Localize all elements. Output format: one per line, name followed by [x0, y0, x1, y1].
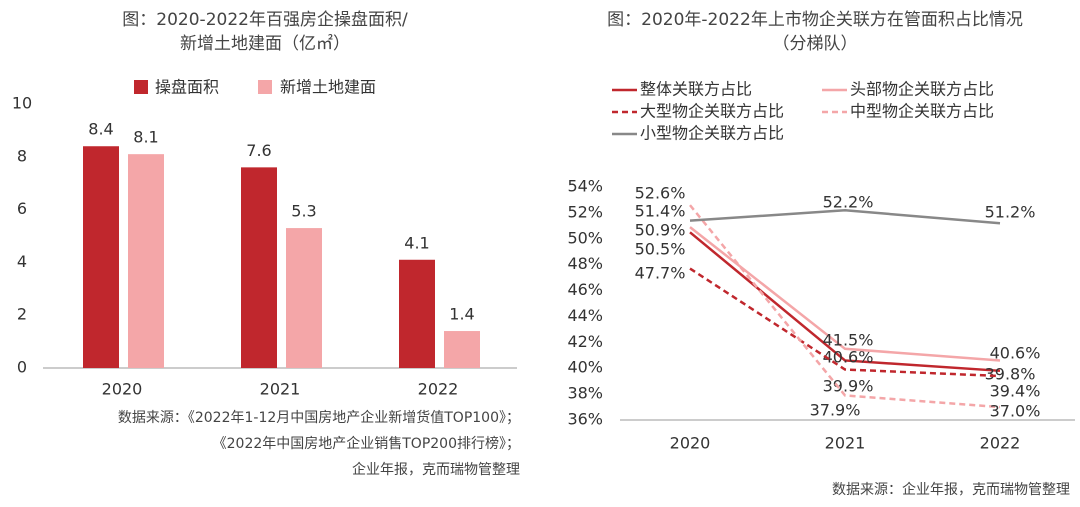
- y-tick-label: 38%: [567, 384, 603, 403]
- data-label: 41.5%: [823, 331, 874, 350]
- legend-label: 操盘面积: [155, 78, 219, 97]
- y-tick-label: 10: [12, 94, 32, 113]
- source-note: 企业年报，克而瑞物管整理: [352, 461, 520, 478]
- legend-swatch: [134, 80, 148, 94]
- source-note: 数据来源：《2022年1-12月中国房地产企业新增货值TOP100》；: [118, 409, 520, 426]
- y-tick-label: 44%: [567, 306, 603, 325]
- bar: [286, 228, 322, 368]
- data-label: 7.6: [246, 141, 271, 160]
- legend-label: 小型物企关联方占比: [640, 124, 784, 143]
- legend-label: 整体关联方占比: [640, 80, 752, 99]
- bar: [444, 331, 480, 368]
- y-tick-label: 52%: [567, 202, 603, 221]
- y-tick-label: 4: [17, 252, 27, 271]
- legend-label: 中型物企关联方占比: [850, 102, 994, 121]
- y-tick-label: 54%: [567, 177, 603, 196]
- line-series: [689, 209, 1001, 225]
- y-tick-label: 50%: [567, 228, 603, 247]
- bar: [128, 154, 164, 368]
- y-tick-label: 2: [17, 305, 27, 324]
- y-tick-label: 40%: [567, 358, 603, 377]
- legend-swatch: [258, 80, 272, 94]
- data-label: 52.6%: [635, 184, 686, 203]
- source-note: 数据来源：企业年报，克而瑞物管整理: [832, 481, 1070, 498]
- legend-label: 头部物企关联方占比: [850, 80, 994, 99]
- data-label: 4.1: [404, 233, 429, 252]
- data-label: 37.0%: [990, 402, 1041, 421]
- chart-title: 图：2020-2022年百强房企操盘面积/: [122, 10, 408, 30]
- line-series: [689, 231, 1001, 373]
- y-tick-label: 36%: [567, 410, 603, 429]
- line-series: [689, 267, 1001, 378]
- y-tick-label: 48%: [567, 254, 603, 273]
- y-tick-label: 8: [17, 146, 27, 165]
- data-label: 50.5%: [635, 240, 686, 259]
- x-tick-label: 2021: [825, 434, 866, 453]
- x-tick-label: 2021: [260, 380, 301, 399]
- data-label: 52.2%: [823, 193, 874, 212]
- x-tick-label: 2022: [418, 380, 459, 399]
- x-tick-label: 2020: [102, 380, 143, 399]
- y-tick-label: 46%: [567, 280, 603, 299]
- data-label: 51.4%: [635, 202, 686, 221]
- bar: [399, 259, 435, 368]
- data-label: 5.3: [291, 202, 316, 221]
- data-label: 39.8%: [985, 365, 1036, 384]
- chart-title: （分梯队）: [773, 34, 858, 54]
- y-tick-label: 0: [17, 358, 27, 377]
- y-tick-label: 6: [17, 199, 27, 218]
- data-label: 1.4: [449, 305, 474, 324]
- data-label: 50.9%: [635, 221, 686, 240]
- data-label: 8.1: [133, 128, 158, 147]
- data-label: 40.6%: [990, 344, 1041, 363]
- data-label: 51.2%: [985, 203, 1036, 222]
- data-label: 47.7%: [635, 264, 686, 283]
- y-tick-label: 42%: [567, 332, 603, 351]
- x-tick-label: 2022: [980, 434, 1021, 453]
- legend-label: 大型物企关联方占比: [640, 102, 784, 121]
- line-series: [689, 204, 1001, 409]
- source-note: 《2022年中国房地产企业销售TOP200排行榜》；: [213, 435, 520, 452]
- data-label: 8.4: [88, 120, 113, 139]
- bar: [241, 167, 277, 368]
- chart-title: 新增土地建面（亿㎡）: [180, 34, 350, 54]
- legend-label: 新增土地建面: [280, 78, 376, 97]
- data-label: 39.9%: [823, 377, 874, 396]
- data-label: 39.4%: [990, 382, 1041, 401]
- data-label: 37.9%: [810, 401, 861, 420]
- bar: [83, 146, 119, 368]
- x-tick-label: 2020: [670, 434, 711, 453]
- chart-title: 图：2020年-2022年上市物企关联方在管面积占比情况: [607, 10, 1023, 30]
